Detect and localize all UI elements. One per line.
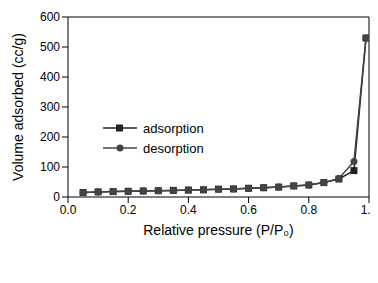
svg-text:400: 400 [40, 70, 60, 84]
svg-text:200: 200 [40, 130, 60, 144]
html-text:adsorption: adsorption [143, 120, 204, 136]
svg-text:0.8: 0.8 [300, 203, 317, 217]
svg-text:300: 300 [40, 100, 60, 114]
svg-text:0.2: 0.2 [120, 203, 137, 217]
svg-text:1.0: 1.0 [361, 203, 370, 217]
svg-text:0.4: 0.4 [180, 203, 197, 217]
svg-text:100: 100 [40, 160, 60, 174]
svg-text:0: 0 [53, 190, 60, 204]
svg-text:500: 500 [40, 40, 60, 54]
svg-text:Volume adsorbed (cc/g): Volume adsorbed (cc/g) [10, 33, 26, 181]
svg-text:0.0: 0.0 [60, 203, 77, 217]
svg-text:600: 600 [40, 10, 60, 24]
html-text:desorption: desorption [143, 140, 204, 156]
svg-text:0.6: 0.6 [240, 203, 257, 217]
svg-text:Relative pressure (P/P₀): Relative pressure (P/P₀) [143, 222, 294, 238]
